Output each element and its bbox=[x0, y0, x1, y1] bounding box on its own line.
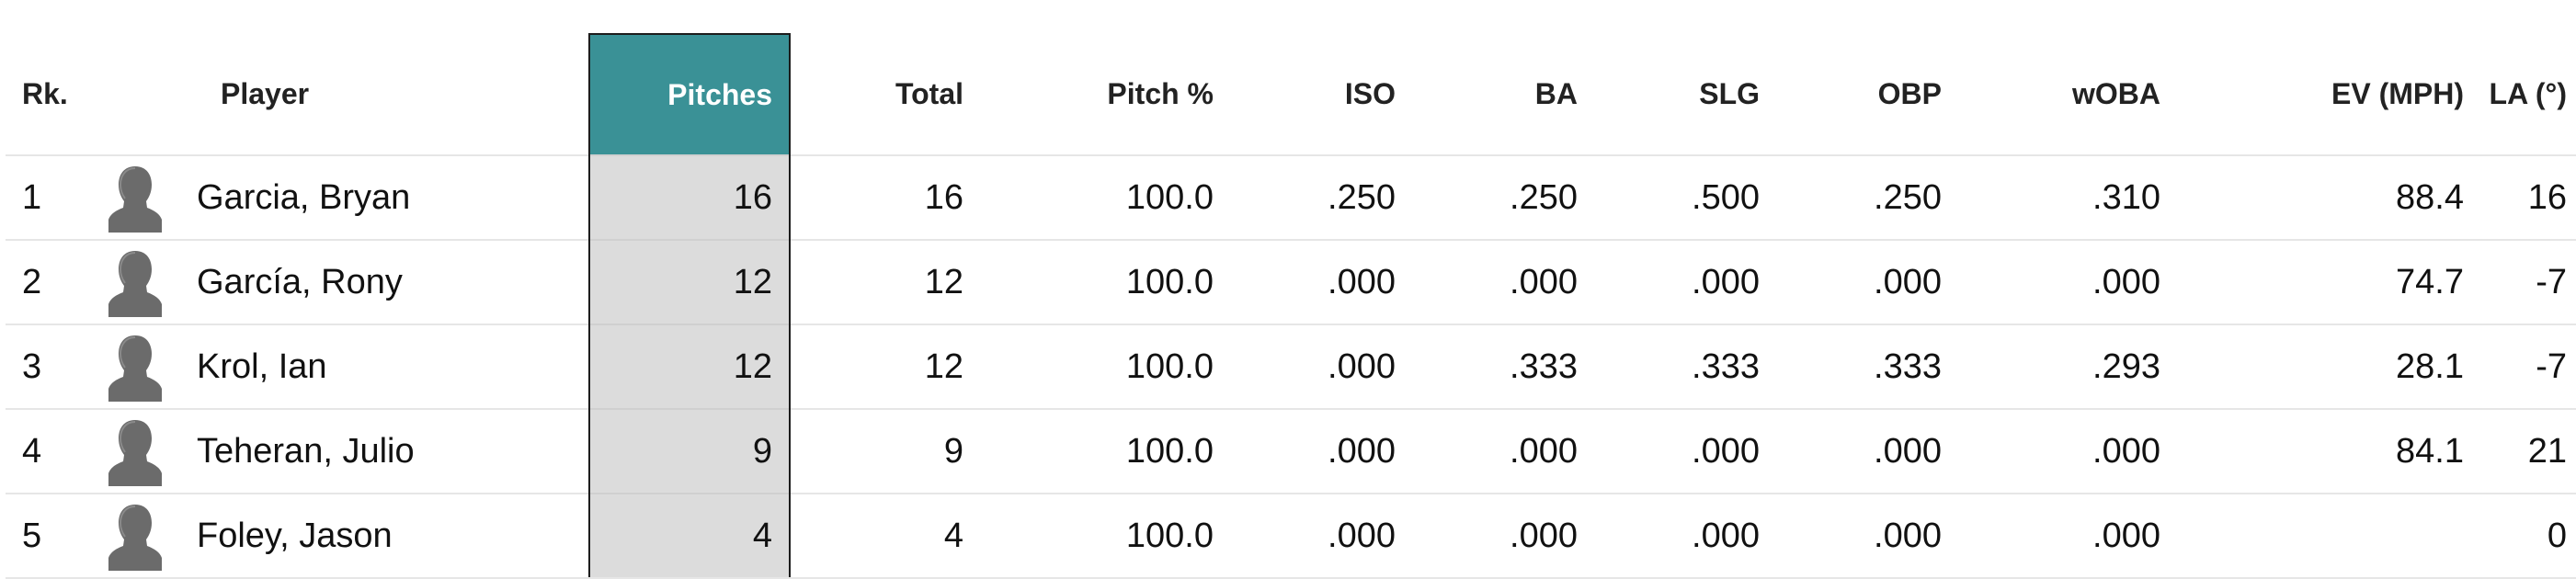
ev-cell: 84.1 bbox=[2170, 408, 2473, 494]
col-header-iso[interactable]: ISO bbox=[1344, 77, 1396, 110]
col-header-total[interactable]: Total bbox=[895, 77, 963, 110]
table-row: 3 Krol, Ian 12 12 100.0 .000 .333 .333 .… bbox=[6, 324, 2576, 409]
leaderboard-table: Rk. Player Pitches Total Pitch % ISO BA … bbox=[6, 33, 2576, 579]
iso-cell: .250 bbox=[1223, 154, 1405, 240]
player-name-link[interactable]: Teheran, Julio bbox=[197, 408, 589, 494]
player-silhouette-icon bbox=[108, 166, 162, 233]
col-header-avatar bbox=[99, 34, 197, 155]
pitch-pct-cell: 100.0 bbox=[973, 493, 1223, 579]
ba-cell: .000 bbox=[1405, 239, 1587, 324]
obp-cell: .000 bbox=[1769, 493, 1951, 579]
pitch-pct-cell: 100.0 bbox=[973, 154, 1223, 240]
ev-cell: 74.7 bbox=[2170, 239, 2473, 324]
slg-cell: .333 bbox=[1587, 324, 1769, 409]
slg-cell: .000 bbox=[1587, 493, 1769, 579]
ba-cell: .333 bbox=[1405, 324, 1587, 409]
iso-cell: .000 bbox=[1223, 239, 1405, 324]
total-cell: 4 bbox=[790, 493, 973, 579]
slg-cell: .000 bbox=[1587, 408, 1769, 494]
rank-cell: 3 bbox=[6, 324, 99, 409]
slg-cell: .000 bbox=[1587, 239, 1769, 324]
woba-cell: .000 bbox=[1951, 408, 2170, 494]
total-cell: 12 bbox=[790, 239, 973, 324]
player-name-link[interactable]: Garcia, Bryan bbox=[197, 154, 589, 240]
obp-cell: .000 bbox=[1769, 408, 1951, 494]
pitches-cell: 16 bbox=[588, 154, 791, 240]
table-row: 1 Garcia, Bryan 16 16 100.0 .250 .250 .5… bbox=[6, 154, 2576, 240]
obp-cell: .333 bbox=[1769, 324, 1951, 409]
pitches-cell: 12 bbox=[588, 324, 791, 409]
table-row: 2 García, Rony 12 12 100.0 .000 .000 .00… bbox=[6, 239, 2576, 324]
col-header-woba[interactable]: wOBA bbox=[2072, 77, 2160, 110]
avatar-cell bbox=[99, 239, 197, 324]
pitch-pct-cell: 100.0 bbox=[973, 324, 1223, 409]
player-name-link[interactable]: Krol, Ian bbox=[197, 324, 589, 409]
col-header-pitch-pct[interactable]: Pitch % bbox=[1107, 77, 1214, 110]
col-header-pitches[interactable]: Pitches bbox=[588, 33, 791, 155]
la-cell: -7 bbox=[2473, 324, 2576, 409]
iso-cell: .000 bbox=[1223, 493, 1405, 579]
ev-cell: 88.4 bbox=[2170, 154, 2473, 240]
player-silhouette-icon bbox=[108, 505, 162, 571]
woba-cell: .000 bbox=[1951, 493, 2170, 579]
avatar-cell bbox=[99, 493, 197, 579]
col-header-obp[interactable]: OBP bbox=[1877, 77, 1942, 110]
total-cell: 9 bbox=[790, 408, 973, 494]
rank-cell: 4 bbox=[6, 408, 99, 494]
ba-cell: .000 bbox=[1405, 408, 1587, 494]
col-header-slg[interactable]: SLG bbox=[1699, 77, 1760, 110]
player-silhouette-icon bbox=[108, 251, 162, 317]
slg-cell: .500 bbox=[1587, 154, 1769, 240]
total-cell: 16 bbox=[790, 154, 973, 240]
table-row: 4 Teheran, Julio 9 9 100.0 .000 .000 .00… bbox=[6, 408, 2576, 494]
header-row: Rk. Player Pitches Total Pitch % ISO BA … bbox=[6, 33, 2576, 155]
avatar-cell bbox=[99, 324, 197, 409]
pitch-pct-cell: 100.0 bbox=[973, 408, 1223, 494]
la-cell: 16 bbox=[2473, 154, 2576, 240]
woba-cell: .000 bbox=[1951, 239, 2170, 324]
woba-cell: .293 bbox=[1951, 324, 2170, 409]
woba-cell: .310 bbox=[1951, 154, 2170, 240]
ev-cell bbox=[2170, 493, 2473, 579]
col-header-player[interactable]: Player bbox=[221, 77, 310, 110]
obp-cell: .000 bbox=[1769, 239, 1951, 324]
total-cell: 12 bbox=[790, 324, 973, 409]
player-silhouette-icon bbox=[108, 335, 162, 402]
pitches-cell: 4 bbox=[588, 493, 791, 579]
player-name-link[interactable]: Foley, Jason bbox=[197, 493, 589, 579]
player-name-link[interactable]: García, Rony bbox=[197, 239, 589, 324]
table-body: 1 Garcia, Bryan 16 16 100.0 .250 .250 .5… bbox=[6, 154, 2576, 579]
iso-cell: .000 bbox=[1223, 324, 1405, 409]
pitches-cell: 12 bbox=[588, 239, 791, 324]
ba-cell: .000 bbox=[1405, 493, 1587, 579]
rank-cell: 2 bbox=[6, 239, 99, 324]
avatar-cell bbox=[99, 408, 197, 494]
ba-cell: .250 bbox=[1405, 154, 1587, 240]
pitches-cell: 9 bbox=[588, 408, 791, 494]
rank-cell: 1 bbox=[6, 154, 99, 240]
col-header-rank[interactable]: Rk. bbox=[22, 77, 68, 110]
la-cell: 0 bbox=[2473, 493, 2576, 579]
col-header-la[interactable]: LA (°) bbox=[2489, 77, 2567, 110]
rank-cell: 5 bbox=[6, 493, 99, 579]
la-cell: 21 bbox=[2473, 408, 2576, 494]
iso-cell: .000 bbox=[1223, 408, 1405, 494]
ev-cell: 28.1 bbox=[2170, 324, 2473, 409]
pitch-pct-cell: 100.0 bbox=[973, 239, 1223, 324]
col-header-ev[interactable]: EV (MPH) bbox=[2331, 77, 2464, 110]
la-cell: -7 bbox=[2473, 239, 2576, 324]
player-silhouette-icon bbox=[108, 420, 162, 486]
col-header-ba[interactable]: BA bbox=[1534, 77, 1578, 110]
obp-cell: .250 bbox=[1769, 154, 1951, 240]
table-row: 5 Foley, Jason 4 4 100.0 .000 .000 .000 … bbox=[6, 493, 2576, 579]
avatar-cell bbox=[99, 154, 197, 240]
